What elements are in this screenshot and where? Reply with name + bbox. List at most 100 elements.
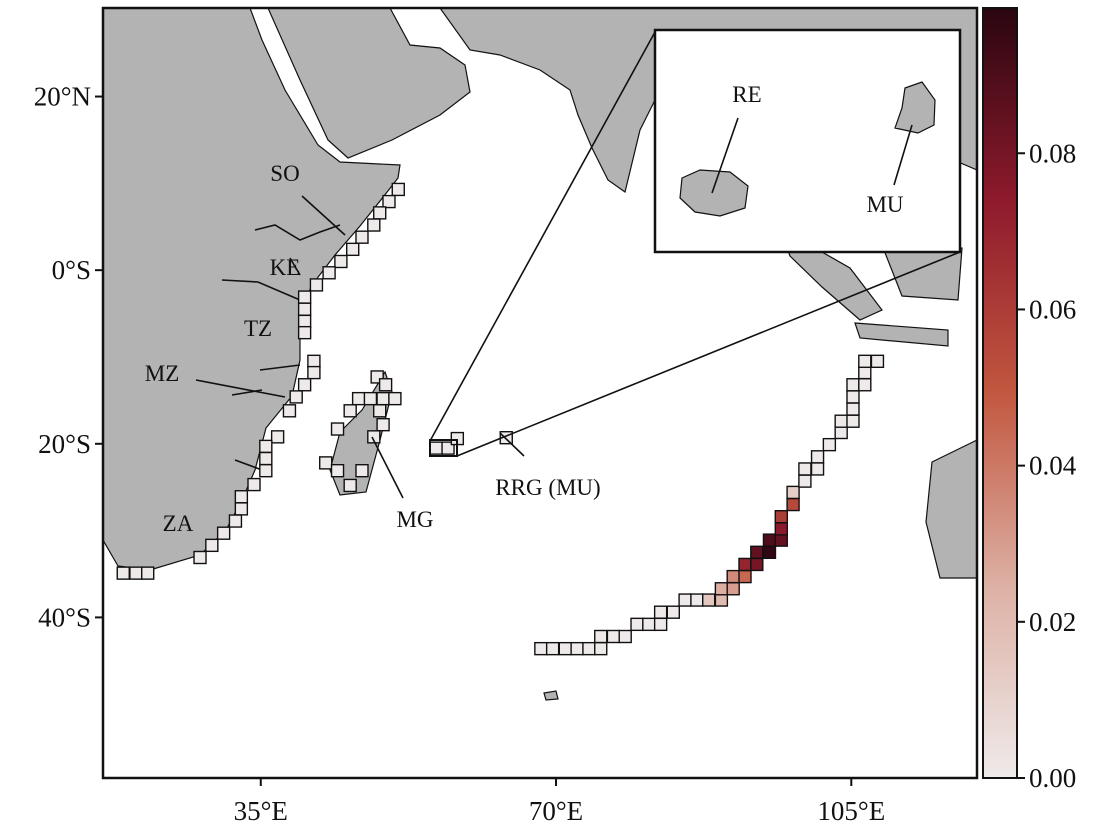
label: SO bbox=[270, 161, 299, 186]
grid-cell bbox=[270, 430, 285, 444]
zoom-box bbox=[429, 439, 458, 457]
grid-cell bbox=[216, 526, 231, 540]
grid-cell bbox=[846, 390, 860, 404]
leader-lines bbox=[195, 31, 961, 499]
grid-cell bbox=[858, 354, 872, 369]
grid-cell bbox=[259, 451, 273, 466]
grid-cell bbox=[297, 290, 312, 304]
grid-cell bbox=[351, 391, 366, 406]
grid-cell bbox=[228, 514, 243, 528]
grid-cell bbox=[726, 569, 740, 584]
grid-cell bbox=[834, 425, 848, 440]
grid-cell bbox=[810, 450, 825, 464]
grid-cell bbox=[234, 490, 249, 504]
y-tick-label: 40°S bbox=[38, 602, 91, 632]
grid-cell bbox=[373, 206, 387, 220]
grid-cell bbox=[297, 325, 312, 340]
grid-cell bbox=[205, 538, 219, 553]
grid-cell bbox=[822, 437, 837, 452]
x-tick-label: 35°E bbox=[234, 796, 288, 826]
grid-cell bbox=[618, 629, 632, 644]
inset: RE MU bbox=[653, 28, 962, 254]
grid-cell bbox=[798, 474, 812, 488]
grid-cell bbox=[846, 414, 860, 428]
grid-cell bbox=[738, 569, 752, 584]
island bbox=[543, 690, 559, 701]
annotations: SO KE TZ MZ ZA MG RRG (MU) bbox=[145, 31, 961, 536]
grid-cell bbox=[309, 278, 324, 292]
grid-cell bbox=[846, 378, 860, 392]
grid-cell bbox=[373, 404, 387, 418]
grid-cell bbox=[391, 182, 405, 197]
java bbox=[854, 322, 949, 347]
colorbar-tick-label: 0.06 bbox=[1029, 294, 1076, 324]
grid-cell bbox=[545, 641, 560, 656]
grid-cell bbox=[343, 478, 357, 493]
grid-cell bbox=[858, 365, 872, 380]
grid-cell bbox=[330, 463, 345, 478]
grid-cell bbox=[330, 422, 345, 436]
grid-cell bbox=[376, 391, 390, 406]
grid-cell bbox=[355, 463, 369, 478]
label: RRG (MU) bbox=[495, 475, 600, 500]
grid-cell bbox=[594, 629, 608, 644]
grid-cell bbox=[774, 510, 788, 524]
grid-cell bbox=[726, 582, 740, 596]
grid-cell bbox=[810, 462, 825, 476]
inset-frame bbox=[653, 28, 962, 254]
grid-cell bbox=[141, 566, 155, 580]
grid-cell bbox=[750, 545, 764, 559]
grid-cell bbox=[388, 391, 402, 406]
grid-cell bbox=[297, 302, 312, 316]
grid-cell bbox=[690, 593, 704, 607]
grid-cell bbox=[259, 463, 273, 478]
grid-cell bbox=[247, 477, 261, 492]
x-tick-label: 105°E bbox=[817, 796, 885, 826]
grid-cell bbox=[678, 593, 692, 607]
grid-cell bbox=[297, 378, 312, 392]
grid-cell bbox=[762, 545, 777, 559]
y-tick-label: 20°S bbox=[38, 429, 91, 459]
grid-cell bbox=[259, 439, 273, 454]
y-tick-label: 20°N bbox=[34, 82, 91, 112]
grid-cell bbox=[282, 404, 297, 418]
grid-cell bbox=[870, 354, 885, 369]
colorbar-tick-label: 0.00 bbox=[1029, 763, 1076, 793]
grid-cell bbox=[378, 378, 393, 392]
grid-cell bbox=[116, 566, 130, 580]
label: KE bbox=[270, 255, 301, 280]
leader-lines bbox=[711, 117, 913, 194]
grid-cell bbox=[319, 456, 333, 470]
grid-cell bbox=[762, 533, 777, 547]
grid-cell bbox=[738, 557, 752, 572]
grid-cell bbox=[193, 550, 207, 565]
grid-cell bbox=[774, 533, 788, 547]
grid-cell bbox=[376, 417, 390, 432]
colorbar-tick-label: 0.04 bbox=[1029, 451, 1077, 481]
grid-cell bbox=[322, 266, 336, 280]
arabia bbox=[267, 8, 471, 159]
grid-cell bbox=[570, 641, 584, 656]
grid-cell bbox=[289, 390, 303, 404]
axes: 35°E 70°E 105°E 20°N 0°S 20°S 40°S 0.00 0.02 0.04… bbox=[34, 82, 1077, 826]
colorbar-tick-label: 0.02 bbox=[1029, 607, 1076, 637]
label: MG bbox=[396, 507, 433, 532]
map-frame bbox=[101, 6, 979, 780]
grid-cell bbox=[367, 430, 381, 444]
grid-cell bbox=[234, 502, 249, 516]
grid-cell bbox=[307, 354, 321, 369]
label: MU bbox=[866, 192, 903, 217]
reunion bbox=[679, 169, 749, 217]
grid-cell bbox=[653, 617, 668, 632]
grid-cell bbox=[858, 378, 872, 392]
cells bbox=[116, 182, 885, 656]
mauritius bbox=[894, 81, 936, 134]
grid-cell bbox=[129, 566, 143, 580]
grid-cell bbox=[666, 605, 680, 619]
grid-cell bbox=[846, 402, 860, 416]
label: TZ bbox=[244, 316, 272, 341]
grid-cell bbox=[429, 441, 443, 455]
grid-cell bbox=[343, 404, 357, 418]
grid-cell bbox=[382, 194, 396, 209]
